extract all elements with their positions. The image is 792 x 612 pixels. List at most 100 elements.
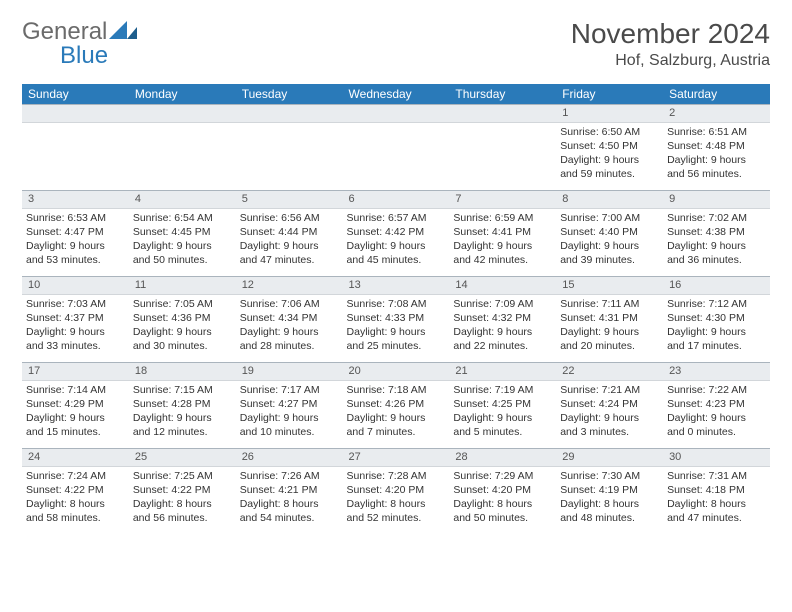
sunrise-line: Sunrise: 6:54 AM — [133, 211, 232, 225]
sunset-line: Sunset: 4:33 PM — [347, 311, 446, 325]
day-details: Sunrise: 7:18 AMSunset: 4:26 PMDaylight:… — [343, 381, 450, 442]
calendar-cell: 2Sunrise: 6:51 AMSunset: 4:48 PMDaylight… — [663, 105, 770, 191]
logo-word-2: Blue — [60, 42, 108, 70]
calendar-row: 3Sunrise: 6:53 AMSunset: 4:47 PMDaylight… — [22, 191, 770, 277]
sunset-line: Sunset: 4:38 PM — [667, 225, 766, 239]
daylight-line: Daylight: 8 hours and 58 minutes. — [26, 497, 125, 525]
calendar-cell: 3Sunrise: 6:53 AMSunset: 4:47 PMDaylight… — [22, 191, 129, 277]
sunset-line: Sunset: 4:25 PM — [453, 397, 552, 411]
calendar-table: SundayMondayTuesdayWednesdayThursdayFrid… — [22, 84, 770, 535]
day-number: 4 — [129, 191, 236, 209]
day-number: 13 — [343, 277, 450, 295]
day-number: 15 — [556, 277, 663, 295]
daylight-line: Daylight: 9 hours and 36 minutes. — [667, 239, 766, 267]
day-number — [22, 105, 129, 123]
sunset-line: Sunset: 4:27 PM — [240, 397, 339, 411]
sunset-line: Sunset: 4:28 PM — [133, 397, 232, 411]
sunrise-line: Sunrise: 7:03 AM — [26, 297, 125, 311]
calendar-cell — [236, 105, 343, 191]
day-number: 16 — [663, 277, 770, 295]
day-number: 29 — [556, 449, 663, 467]
daylight-line: Daylight: 8 hours and 48 minutes. — [560, 497, 659, 525]
daylight-line: Daylight: 9 hours and 17 minutes. — [667, 325, 766, 353]
daylight-line: Daylight: 8 hours and 52 minutes. — [347, 497, 446, 525]
daylight-line: Daylight: 8 hours and 50 minutes. — [453, 497, 552, 525]
daylight-line: Daylight: 9 hours and 10 minutes. — [240, 411, 339, 439]
sunrise-line: Sunrise: 7:08 AM — [347, 297, 446, 311]
daylight-line: Daylight: 9 hours and 33 minutes. — [26, 325, 125, 353]
daylight-line: Daylight: 9 hours and 12 minutes. — [133, 411, 232, 439]
sunrise-line: Sunrise: 6:53 AM — [26, 211, 125, 225]
daylight-line: Daylight: 9 hours and 22 minutes. — [453, 325, 552, 353]
daylight-line: Daylight: 9 hours and 20 minutes. — [560, 325, 659, 353]
day-details: Sunrise: 7:02 AMSunset: 4:38 PMDaylight:… — [663, 209, 770, 270]
calendar-row: 24Sunrise: 7:24 AMSunset: 4:22 PMDayligh… — [22, 449, 770, 535]
day-number — [236, 105, 343, 123]
weekday-header: Sunday — [22, 84, 129, 105]
calendar-cell: 1Sunrise: 6:50 AMSunset: 4:50 PMDaylight… — [556, 105, 663, 191]
daylight-line: Daylight: 9 hours and 42 minutes. — [453, 239, 552, 267]
day-number: 9 — [663, 191, 770, 209]
weekday-header: Saturday — [663, 84, 770, 105]
header-block: General November 2024 Hof, Salzburg, Aus… — [22, 18, 770, 70]
sunrise-line: Sunrise: 7:26 AM — [240, 469, 339, 483]
sunset-line: Sunset: 4:32 PM — [453, 311, 552, 325]
daylight-line: Daylight: 9 hours and 39 minutes. — [560, 239, 659, 267]
sunset-line: Sunset: 4:41 PM — [453, 225, 552, 239]
sunrise-line: Sunrise: 6:50 AM — [560, 125, 659, 139]
calendar-row: 17Sunrise: 7:14 AMSunset: 4:29 PMDayligh… — [22, 363, 770, 449]
sunrise-line: Sunrise: 7:17 AM — [240, 383, 339, 397]
day-number: 20 — [343, 363, 450, 381]
day-details: Sunrise: 6:51 AMSunset: 4:48 PMDaylight:… — [663, 123, 770, 184]
sunset-line: Sunset: 4:34 PM — [240, 311, 339, 325]
day-details: Sunrise: 7:08 AMSunset: 4:33 PMDaylight:… — [343, 295, 450, 356]
calendar-cell: 23Sunrise: 7:22 AMSunset: 4:23 PMDayligh… — [663, 363, 770, 449]
daylight-line: Daylight: 9 hours and 47 minutes. — [240, 239, 339, 267]
sunrise-line: Sunrise: 7:22 AM — [667, 383, 766, 397]
day-details: Sunrise: 7:05 AMSunset: 4:36 PMDaylight:… — [129, 295, 236, 356]
sunset-line: Sunset: 4:22 PM — [26, 483, 125, 497]
calendar-cell: 19Sunrise: 7:17 AMSunset: 4:27 PMDayligh… — [236, 363, 343, 449]
day-details: Sunrise: 7:11 AMSunset: 4:31 PMDaylight:… — [556, 295, 663, 356]
day-number: 3 — [22, 191, 129, 209]
page-subtitle: Hof, Salzburg, Austria — [571, 52, 770, 70]
calendar-cell: 29Sunrise: 7:30 AMSunset: 4:19 PMDayligh… — [556, 449, 663, 535]
day-details: Sunrise: 7:26 AMSunset: 4:21 PMDaylight:… — [236, 467, 343, 528]
sunset-line: Sunset: 4:30 PM — [667, 311, 766, 325]
calendar-cell: 28Sunrise: 7:29 AMSunset: 4:20 PMDayligh… — [449, 449, 556, 535]
calendar-cell: 11Sunrise: 7:05 AMSunset: 4:36 PMDayligh… — [129, 277, 236, 363]
calendar-cell: 25Sunrise: 7:25 AMSunset: 4:22 PMDayligh… — [129, 449, 236, 535]
day-number: 23 — [663, 363, 770, 381]
calendar-cell: 6Sunrise: 6:57 AMSunset: 4:42 PMDaylight… — [343, 191, 450, 277]
day-number: 8 — [556, 191, 663, 209]
sunrise-line: Sunrise: 7:30 AM — [560, 469, 659, 483]
day-details: Sunrise: 7:19 AMSunset: 4:25 PMDaylight:… — [449, 381, 556, 442]
day-number: 6 — [343, 191, 450, 209]
calendar-cell: 22Sunrise: 7:21 AMSunset: 4:24 PMDayligh… — [556, 363, 663, 449]
day-details: Sunrise: 7:24 AMSunset: 4:22 PMDaylight:… — [22, 467, 129, 528]
sunrise-line: Sunrise: 7:31 AM — [667, 469, 766, 483]
day-details: Sunrise: 7:09 AMSunset: 4:32 PMDaylight:… — [449, 295, 556, 356]
sunset-line: Sunset: 4:50 PM — [560, 139, 659, 153]
sunrise-line: Sunrise: 7:18 AM — [347, 383, 446, 397]
calendar-cell: 8Sunrise: 7:00 AMSunset: 4:40 PMDaylight… — [556, 191, 663, 277]
calendar-cell: 20Sunrise: 7:18 AMSunset: 4:26 PMDayligh… — [343, 363, 450, 449]
day-details: Sunrise: 7:30 AMSunset: 4:19 PMDaylight:… — [556, 467, 663, 528]
calendar-cell: 12Sunrise: 7:06 AMSunset: 4:34 PMDayligh… — [236, 277, 343, 363]
weekday-header: Monday — [129, 84, 236, 105]
daylight-line: Daylight: 9 hours and 3 minutes. — [560, 411, 659, 439]
sunset-line: Sunset: 4:36 PM — [133, 311, 232, 325]
sunset-line: Sunset: 4:20 PM — [347, 483, 446, 497]
day-number: 5 — [236, 191, 343, 209]
sunrise-line: Sunrise: 7:21 AM — [560, 383, 659, 397]
sunrise-line: Sunrise: 7:28 AM — [347, 469, 446, 483]
day-number: 1 — [556, 105, 663, 123]
weekday-header: Thursday — [449, 84, 556, 105]
weekday-header-row: SundayMondayTuesdayWednesdayThursdayFrid… — [22, 84, 770, 105]
sunset-line: Sunset: 4:40 PM — [560, 225, 659, 239]
day-number: 22 — [556, 363, 663, 381]
day-details: Sunrise: 6:53 AMSunset: 4:47 PMDaylight:… — [22, 209, 129, 270]
sunrise-line: Sunrise: 7:14 AM — [26, 383, 125, 397]
sunrise-line: Sunrise: 7:11 AM — [560, 297, 659, 311]
day-details: Sunrise: 7:29 AMSunset: 4:20 PMDaylight:… — [449, 467, 556, 528]
